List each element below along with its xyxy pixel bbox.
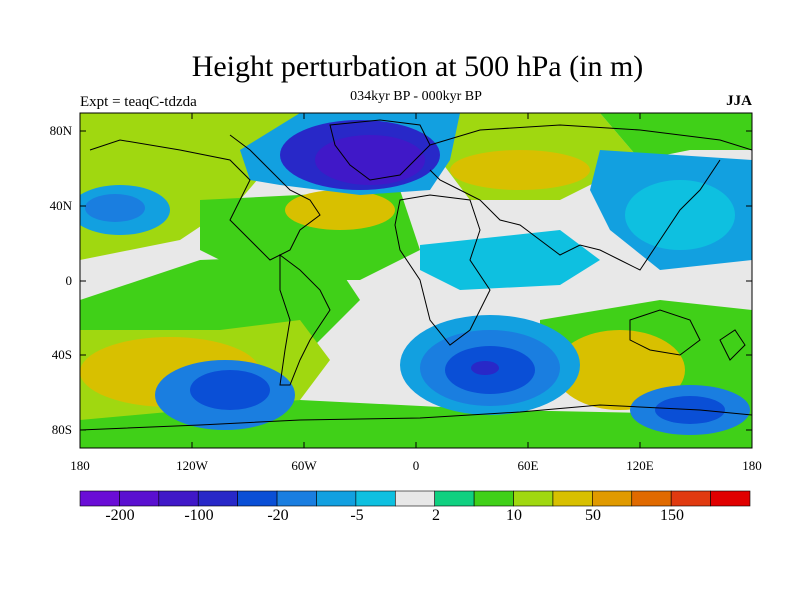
colorbar-swatch: [197, 490, 238, 507]
contour-region: [285, 190, 395, 230]
colorbar-label: -100: [184, 507, 214, 524]
lon-label: 120W: [176, 458, 208, 473]
contour-region: [450, 150, 590, 190]
season-label: JJA: [726, 93, 752, 109]
colorbar-label: -200: [105, 507, 135, 524]
contour-region: [600, 113, 752, 160]
colorbar: [79, 490, 751, 507]
contour-field: [80, 113, 752, 448]
lon-label: 180: [70, 458, 90, 473]
colorbar-swatch: [79, 490, 120, 507]
contour-region: [420, 230, 600, 290]
contour-region: [471, 361, 499, 375]
colorbar-swatch: [355, 490, 396, 507]
lon-label: 60W: [291, 458, 317, 473]
lat-label: 80N: [49, 123, 72, 138]
lat-label: 40N: [49, 198, 72, 213]
contour-region: [85, 194, 145, 222]
colorbar-label: -5: [350, 507, 364, 524]
axis-ticks: [79, 113, 753, 448]
colorbar-label: 10: [506, 507, 522, 524]
colorbar-label: 2: [432, 507, 440, 524]
lat-label: 0: [65, 273, 73, 288]
colorbar-swatch: [158, 490, 199, 507]
chart-subtitle: 034kyr BP - 000kyr BP: [350, 89, 482, 104]
contour-region: [190, 370, 270, 410]
colorbar-swatch: [670, 490, 711, 507]
colorbar-swatch: [316, 490, 357, 507]
colorbar-swatch: [552, 490, 593, 507]
contour-region: [625, 180, 735, 250]
lon-label: 120E: [626, 458, 654, 473]
lon-label: 60E: [517, 458, 539, 473]
colorbar-label: -20: [267, 507, 289, 524]
colorbar-swatch: [631, 490, 672, 507]
contour-region: [315, 135, 425, 185]
lat-label: 40S: [51, 347, 72, 362]
colorbar-label: 50: [585, 507, 601, 524]
colorbar-swatch: [276, 490, 317, 507]
colorbar-swatch: [513, 490, 554, 507]
colorbar-swatch: [592, 490, 633, 507]
colorbar-swatch: [473, 490, 514, 507]
colorbar-swatch: [434, 490, 475, 507]
lon-label: 0: [412, 458, 420, 473]
lon-label: 180: [742, 458, 762, 473]
coastlines: [80, 119, 752, 431]
chart-title: Height perturbation at 500 hPa (in m): [191, 50, 644, 83]
colorbar-label: 150: [660, 507, 684, 524]
colorbar-swatch: [710, 490, 751, 507]
lat-label: 80S: [51, 422, 72, 437]
experiment-label: Expt = teaqC-tdzda: [80, 94, 197, 110]
colorbar-swatch: [119, 490, 160, 507]
colorbar-swatch: [394, 490, 436, 507]
colorbar-swatch: [237, 490, 278, 507]
